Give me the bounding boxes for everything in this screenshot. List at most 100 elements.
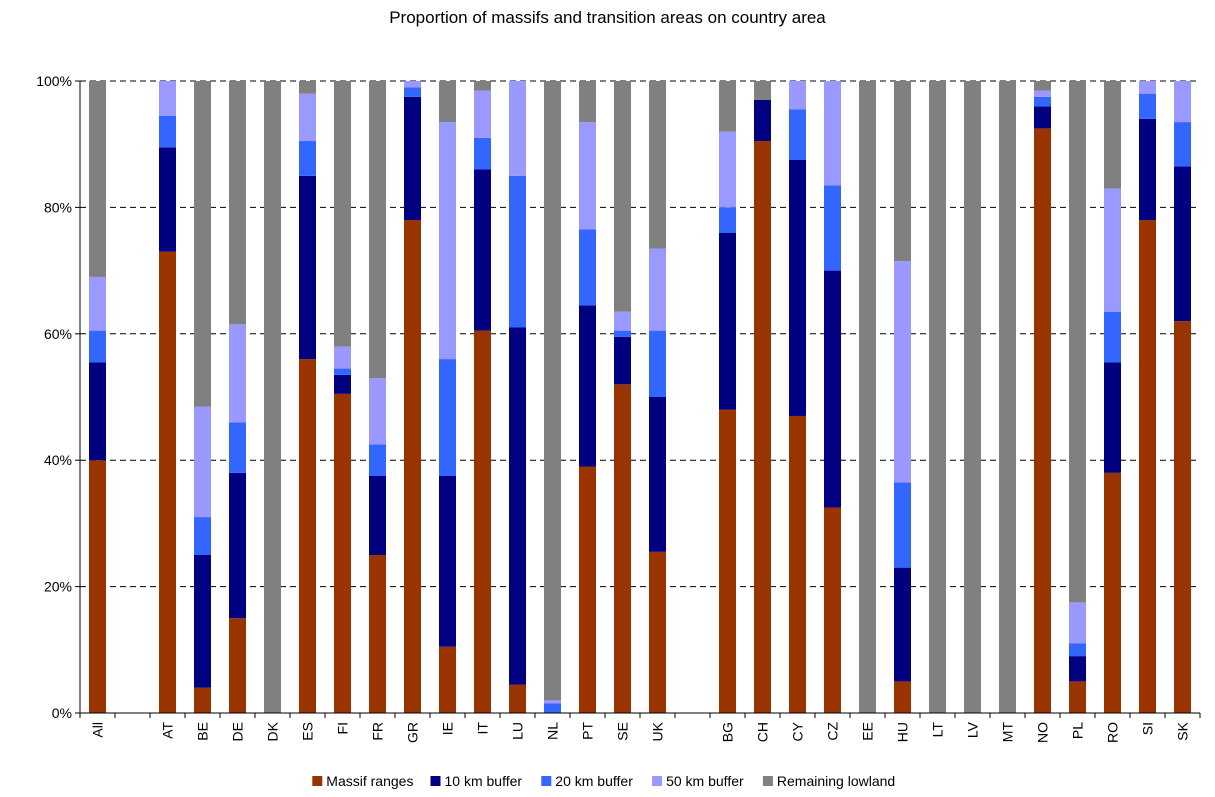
bar-segment <box>1174 122 1191 167</box>
bar-segment <box>649 248 666 331</box>
bar-segment <box>579 229 596 306</box>
bar-segment <box>649 397 666 552</box>
bar-segment <box>1104 81 1121 189</box>
x-tick-label: HU <box>895 722 911 742</box>
y-tick-label: 60% <box>44 326 72 342</box>
bar-segment <box>579 305 596 467</box>
bar-segment <box>509 684 526 713</box>
bar-segment <box>544 81 561 701</box>
x-tick-label: RO <box>1105 722 1121 743</box>
bar-segment <box>649 81 666 249</box>
bar-segment <box>754 81 771 100</box>
bar-segment <box>89 330 106 363</box>
bar-segment <box>299 175 316 360</box>
x-tick-label: NO <box>1035 722 1051 743</box>
bar-segment <box>1139 220 1156 714</box>
x-tick-label: UK <box>650 721 666 741</box>
x-tick-label: CH <box>755 722 771 742</box>
bar-segment <box>579 81 596 123</box>
bars <box>89 81 1191 714</box>
x-tick-label: GR <box>405 722 421 743</box>
bar-segment <box>1174 321 1191 713</box>
bar-segment <box>824 81 841 186</box>
x-tick-label: NL <box>545 722 561 740</box>
bar-segment <box>579 122 596 230</box>
bar-segment <box>789 415 806 713</box>
bar-segment <box>439 359 456 476</box>
bar-segment <box>369 444 386 476</box>
bar-segment <box>1174 166 1191 322</box>
x-tick-label: SI <box>1140 722 1156 735</box>
bar-segment <box>229 422 246 473</box>
x-tick-label: LV <box>965 721 981 738</box>
bar-segment <box>614 384 631 713</box>
bar-segment <box>999 81 1016 713</box>
bar-segment <box>194 555 211 688</box>
bar-segment <box>89 276 106 331</box>
bar-segment <box>194 517 211 555</box>
bar-segment <box>299 81 316 94</box>
bar-segment <box>229 324 246 423</box>
legend-swatch <box>430 776 441 786</box>
bar-segment <box>894 681 911 713</box>
bar-segment <box>579 466 596 713</box>
bar-segment <box>614 330 631 337</box>
y-tick-label: 100% <box>36 73 72 89</box>
bar-segment <box>649 330 666 397</box>
legend-label: 20 km buffer <box>555 773 633 789</box>
bar-segment <box>369 476 386 555</box>
bar-segment <box>334 81 351 347</box>
x-tick-label: CZ <box>825 722 841 741</box>
legend-label: Massif ranges <box>326 773 413 789</box>
bar-segment <box>894 81 911 262</box>
bar-segment <box>404 220 421 714</box>
bar-segment <box>89 460 106 713</box>
legend: Massif ranges 10 km buffer 20 km buffer 50 … <box>312 773 895 789</box>
bar-segment <box>404 87 421 97</box>
x-tick-label: BE <box>195 722 211 741</box>
bar-segment <box>614 81 631 312</box>
y-tick-label: 80% <box>44 199 72 215</box>
bar-segment <box>1069 643 1086 657</box>
bar-segment <box>894 482 911 568</box>
bar-segment <box>1104 472 1121 713</box>
x-tick-label: CY <box>790 721 806 741</box>
x-tick-label: PL <box>1070 722 1086 739</box>
bar-segment <box>369 378 386 445</box>
bar-segment <box>1104 188 1121 312</box>
bar-segment <box>229 81 246 325</box>
x-tick-label: FI <box>335 722 351 734</box>
bar-segment <box>1034 81 1051 91</box>
bar-segment <box>439 122 456 360</box>
bar-segment <box>509 175 526 328</box>
bar-segment <box>439 646 456 713</box>
bar-segment <box>89 81 106 277</box>
bar-segment <box>1034 96 1051 107</box>
bar-segment <box>474 90 491 138</box>
bar-segment <box>299 93 316 142</box>
bar-segment <box>824 270 841 508</box>
bar-segment <box>1104 311 1121 363</box>
bar-segment <box>824 507 841 713</box>
bar-segment <box>859 81 876 713</box>
bar-segment <box>1069 656 1086 682</box>
y-tick-label: 0% <box>52 705 72 721</box>
bar-segment <box>439 81 456 123</box>
bar-segment <box>1069 681 1086 713</box>
bar-segment <box>754 141 771 714</box>
bar-segment <box>789 160 806 416</box>
bar-segment <box>1034 90 1051 97</box>
bar-segment <box>159 81 176 116</box>
bar-segment <box>229 618 246 713</box>
gridlines <box>80 80 1200 588</box>
bar-segment <box>754 99 771 142</box>
bar-segment <box>299 359 316 713</box>
bar-segment <box>229 472 246 619</box>
bar-segment <box>1139 118 1156 221</box>
bar-segment <box>159 251 176 713</box>
bar-segment <box>509 327 526 685</box>
bar-segment <box>1174 81 1191 123</box>
legend-swatch <box>541 776 552 786</box>
